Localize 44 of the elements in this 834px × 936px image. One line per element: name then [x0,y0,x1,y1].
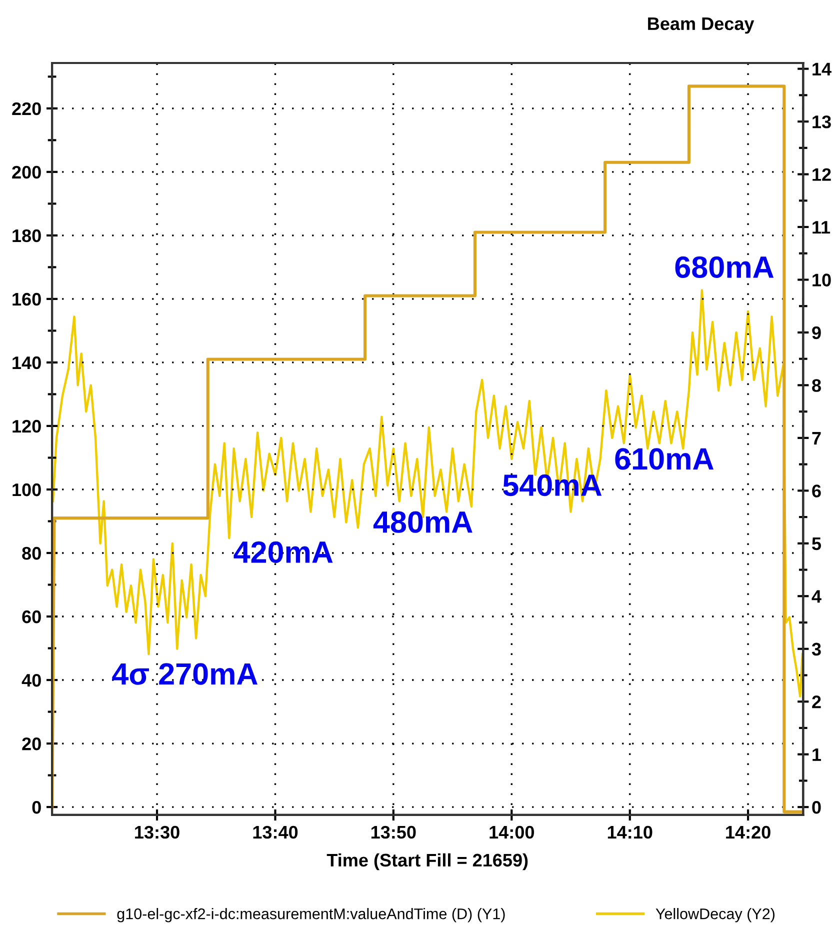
y-tick-label: 180 [12,229,41,242]
y2-tick-label: 9 [812,326,821,340]
legend-label: g10-el-gc-xf2-i-dc:measurementM:valueAndTime (D) (Y1) [117,908,505,922]
y-tick-label: 60 [22,610,41,624]
y-tick-label: 20 [22,737,41,750]
y2-tick-label: 2 [812,696,821,708]
y2-tick-label: 10 [812,274,831,286]
y-tick-label: 220 [12,102,41,116]
chart-title: Beam Decay [648,18,754,34]
y2-tick-label: 12 [812,168,831,181]
y2-tick-label: 11 [812,221,830,234]
y-tick-label: 0 [32,800,41,814]
y2-tick-label: 5 [812,538,822,550]
y2-tick-label: 4 [812,590,822,603]
line-series [52,289,804,698]
annotation: 420mA [234,541,333,563]
x-tick-label: 13:30 [135,826,180,839]
y2-tick-label: 0 [812,801,821,814]
y-tick-label: 40 [22,674,41,687]
annotation: 480mA [373,511,472,533]
x-tick-label: 14:10 [608,826,652,839]
x-tick-label: 14:20 [726,826,770,839]
line-series [52,84,804,814]
y2-tick-label: 6 [812,484,821,498]
y2-tick-label: 3 [812,642,821,656]
annotation: 610mA [615,448,714,470]
y2-tick-label: 7 [812,432,821,444]
x-tick-label: 14:00 [490,826,534,839]
y-tick-label: 140 [12,356,41,370]
y-tick-label: 120 [12,420,41,433]
y-tick-label: 100 [12,483,41,496]
annotation: 4σ 270mA [112,663,258,685]
x-tick-label: 13:50 [371,826,416,839]
y-tick-label: 200 [12,166,41,179]
annotation: 680mA [675,256,774,278]
x-tick-label: 13:40 [253,826,298,839]
y2-tick-label: 13 [812,115,831,128]
y-tick-label: 80 [22,546,41,560]
x-axis-title: Time (Start Fill = 21659) [326,853,528,870]
y-tick-label: 160 [12,292,41,306]
y2-tick-label: 8 [812,379,821,392]
legend-label: YellowDecay (Y2) [656,908,775,922]
y2-tick-label: 1 [812,748,822,761]
y2-tick-label: 14 [812,62,832,76]
